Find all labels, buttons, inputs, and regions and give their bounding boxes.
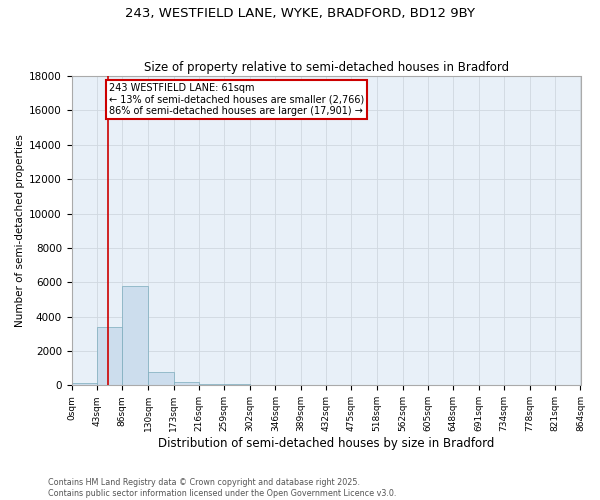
Y-axis label: Number of semi-detached properties: Number of semi-detached properties: [15, 134, 25, 327]
Bar: [71, 383, 97, 386]
Bar: [224, 384, 250, 386]
Bar: [148, 372, 173, 386]
Text: 243, WESTFIELD LANE, WYKE, BRADFORD, BD12 9BY: 243, WESTFIELD LANE, WYKE, BRADFORD, BD1…: [125, 8, 475, 20]
Bar: [122, 286, 148, 386]
Title: Size of property relative to semi-detached houses in Bradford: Size of property relative to semi-detach…: [143, 60, 509, 74]
Bar: [97, 327, 122, 386]
Bar: [199, 384, 224, 386]
X-axis label: Distribution of semi-detached houses by size in Bradford: Distribution of semi-detached houses by …: [158, 437, 494, 450]
Bar: [173, 382, 199, 386]
Text: Contains HM Land Registry data © Crown copyright and database right 2025.
Contai: Contains HM Land Registry data © Crown c…: [48, 478, 397, 498]
Text: 243 WESTFIELD LANE: 61sqm
← 13% of semi-detached houses are smaller (2,766)
86% : 243 WESTFIELD LANE: 61sqm ← 13% of semi-…: [109, 83, 364, 116]
